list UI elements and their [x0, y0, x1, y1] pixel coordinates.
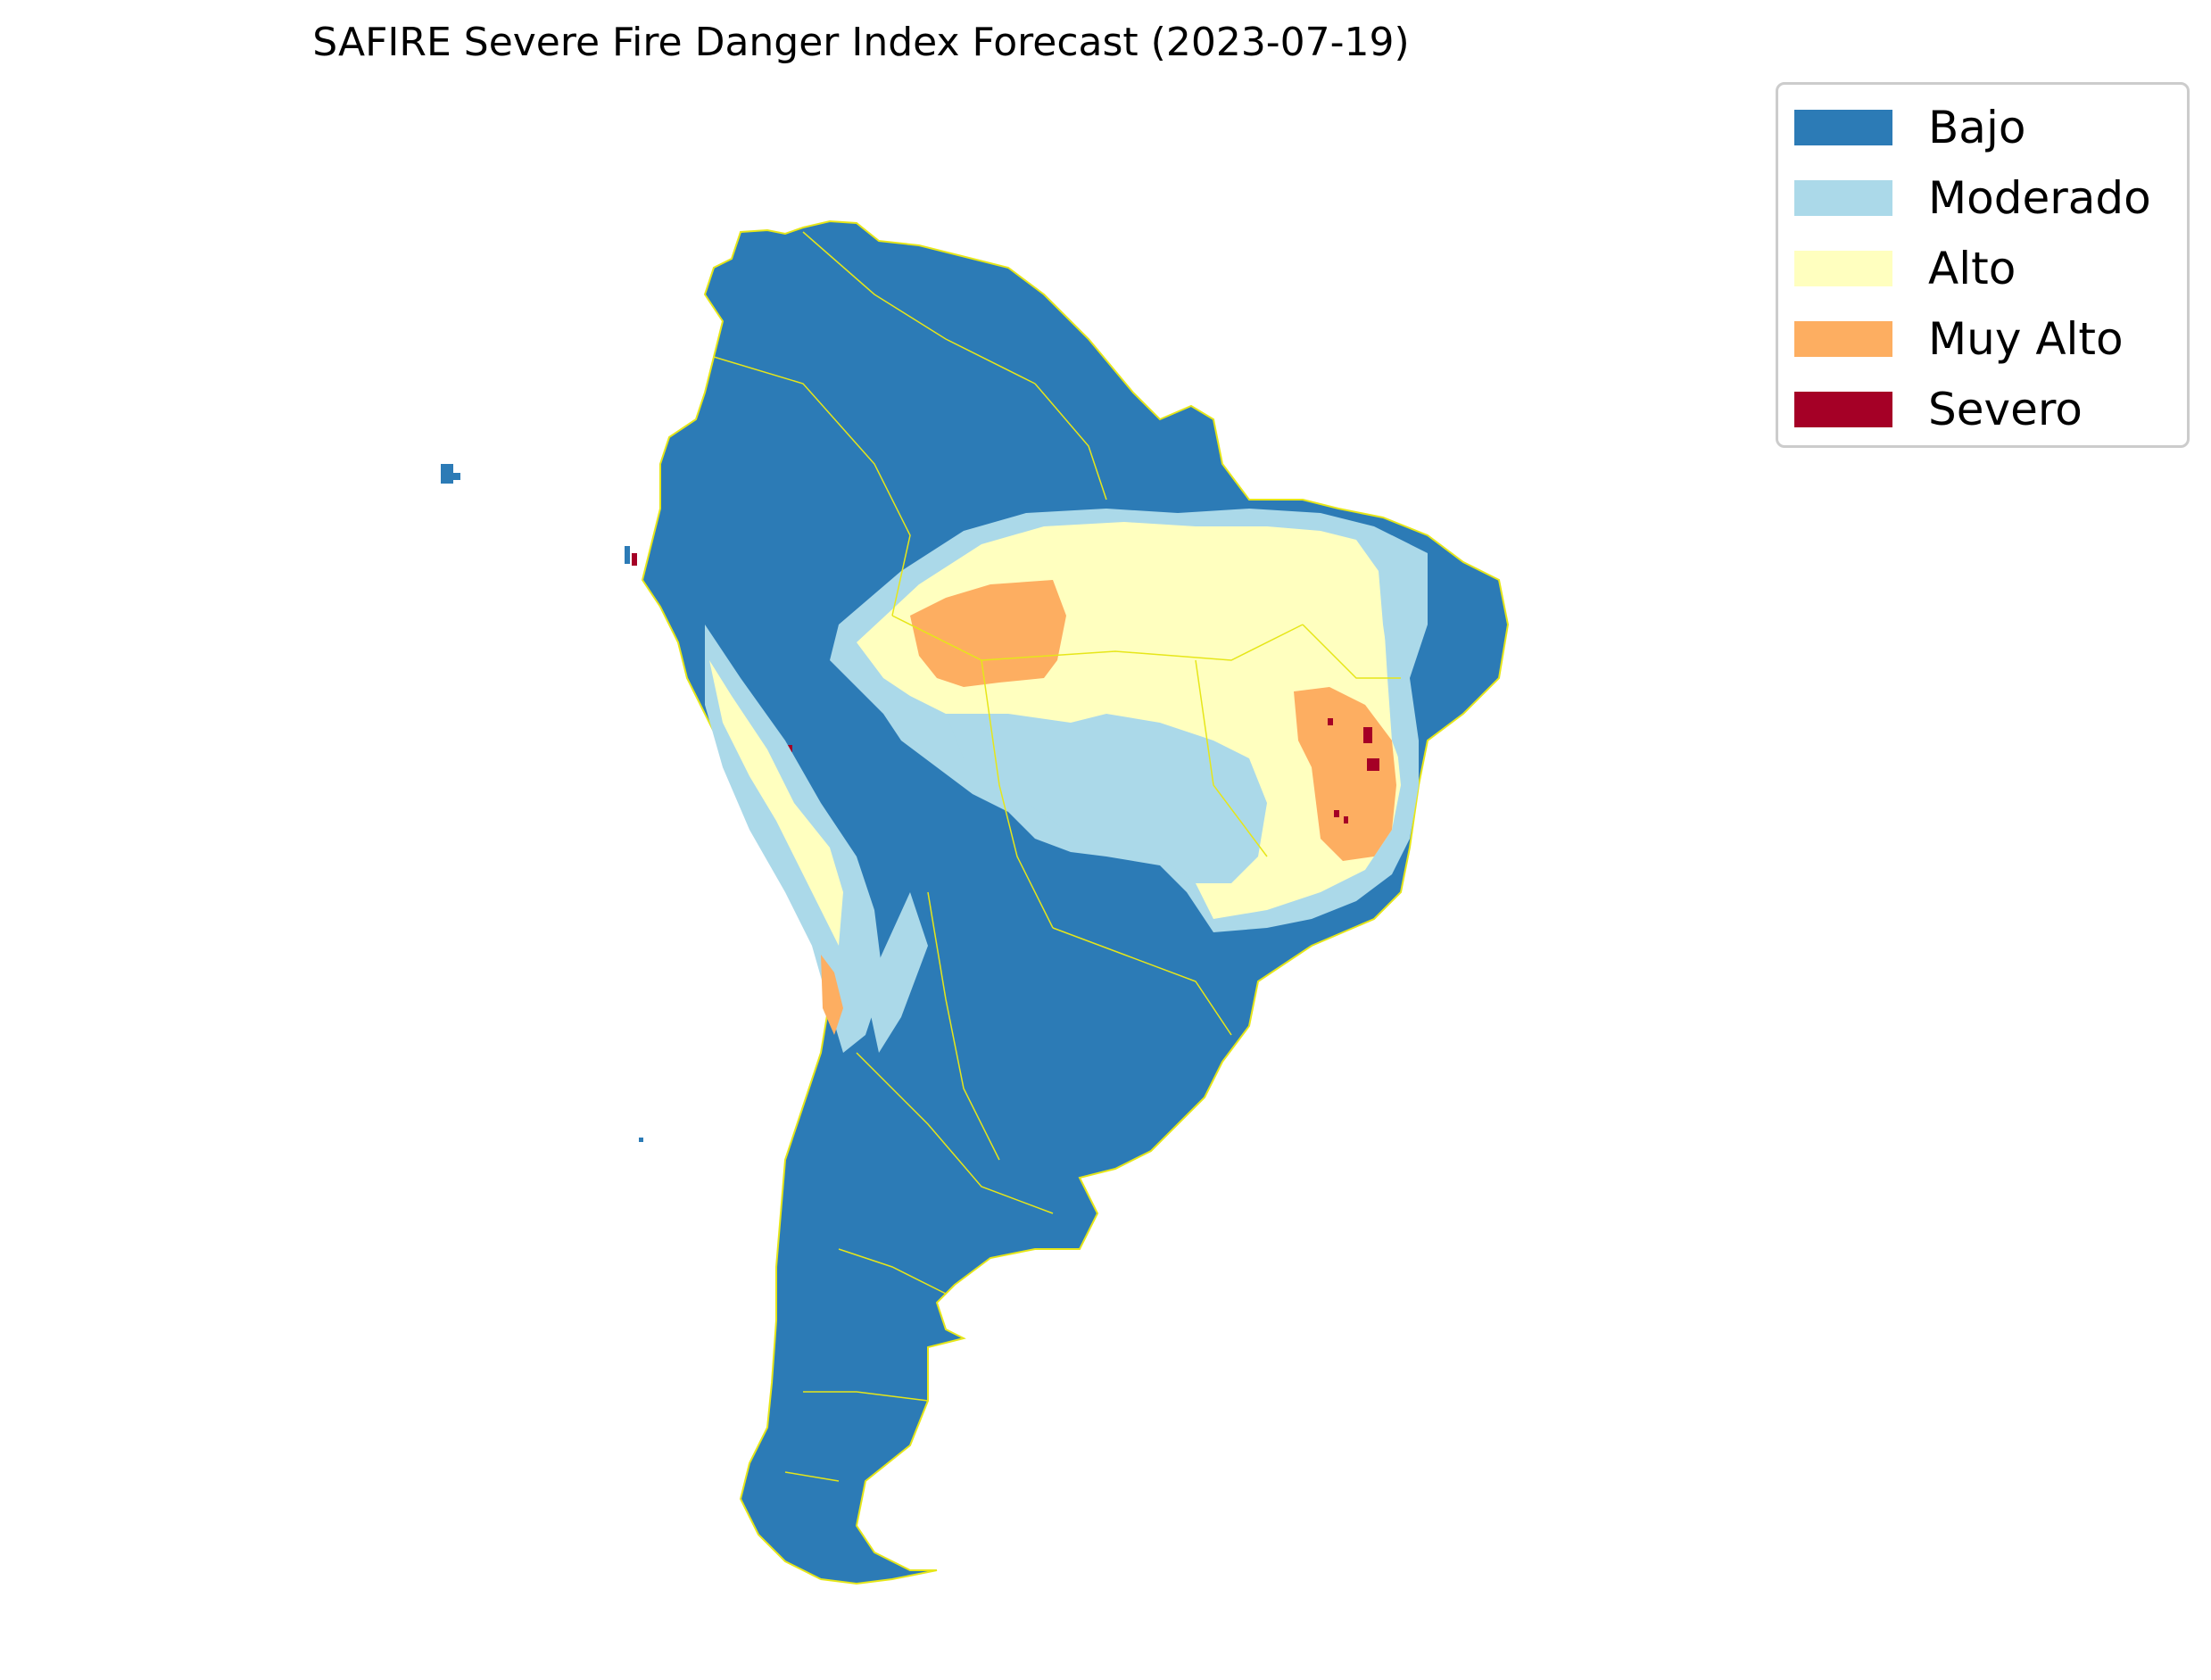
legend-item-bajo: Bajo [1794, 101, 2178, 154]
legend-swatch-alto [1794, 251, 1892, 286]
region-muy-alto-west [910, 580, 1066, 687]
chart-title: SAFIRE Severe Fire Danger Index Forecast… [312, 20, 1410, 65]
legend-item-muy-alto: Muy Alto [1794, 312, 2178, 366]
islands [441, 464, 643, 1142]
legend-label-alto: Alto [1928, 243, 2016, 294]
legend-label-bajo: Bajo [1928, 102, 2026, 153]
region-bajo [641, 219, 1510, 1585]
legend-swatch-moderado [1794, 180, 1892, 216]
legend-label-moderado: Moderado [1928, 172, 2151, 224]
region-moderado-northeast [1383, 535, 1428, 776]
andes-mixed-strip [705, 625, 928, 1053]
legend-swatch-bajo [1794, 110, 1892, 145]
political-boundaries [713, 231, 1401, 1482]
legend-label-severo: Severo [1928, 384, 2083, 435]
legend-label-muy-alto: Muy Alto [1928, 313, 2124, 365]
legend-item-severo: Severo [1794, 383, 2178, 436]
fire-danger-map [441, 219, 1510, 1585]
legend-item-moderado: Moderado [1794, 171, 2178, 225]
legend: Bajo Moderado Alto Muy Alto Severo [1776, 82, 2190, 448]
legend-swatch-severo [1794, 392, 1892, 427]
legend-item-alto: Alto [1794, 242, 2178, 295]
legend-swatch-muy-alto [1794, 321, 1892, 357]
region-moderado-interior [946, 714, 1267, 883]
